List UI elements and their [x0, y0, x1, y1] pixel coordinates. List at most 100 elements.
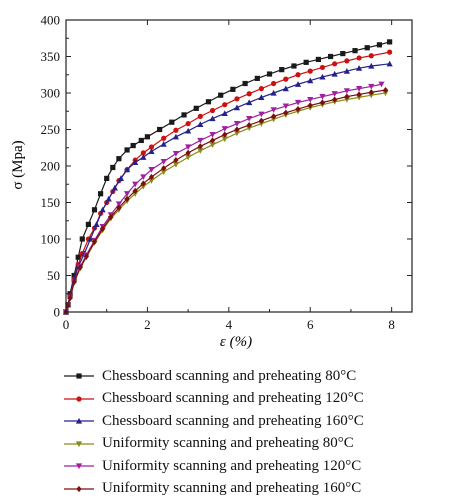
data-point	[124, 147, 130, 153]
data-point	[221, 110, 228, 117]
data-point	[172, 150, 180, 157]
data-point	[271, 113, 277, 120]
data-point	[332, 61, 338, 67]
data-point	[343, 68, 350, 74]
data-point	[193, 105, 199, 111]
data-point	[331, 70, 338, 77]
data-point	[319, 64, 326, 71]
data-point	[105, 195, 112, 202]
data-point	[148, 144, 155, 150]
data-point	[233, 121, 241, 127]
data-point	[71, 272, 77, 279]
data-point	[98, 191, 104, 197]
data-point	[160, 169, 167, 175]
legend-marker	[75, 463, 83, 470]
data-point	[132, 181, 139, 188]
data-point	[327, 53, 334, 60]
data-point	[270, 116, 277, 123]
data-point	[185, 127, 192, 134]
data-point	[368, 62, 375, 69]
data-point	[295, 105, 301, 113]
data-point	[172, 133, 180, 140]
data-point	[83, 253, 89, 260]
axes: 0 2 4 6 8 0 50 100 150 200 250 300 350 400	[41, 13, 413, 332]
data-point	[368, 83, 375, 90]
legend-label: Uniformity scanning and preheating 120°C	[102, 457, 362, 474]
data-point	[77, 264, 83, 271]
data-point	[246, 91, 252, 97]
data-point	[233, 130, 241, 137]
data-point	[123, 166, 131, 173]
data-point	[161, 135, 167, 141]
data-point	[148, 167, 155, 173]
data-point	[99, 206, 106, 213]
y-tick-label: 100	[41, 232, 61, 247]
data-point	[356, 91, 362, 98]
data-point	[352, 48, 358, 54]
legend-item: Chessboard scanning and preheating 160°C	[64, 410, 454, 433]
data-point	[303, 59, 309, 65]
data-point	[266, 71, 273, 77]
data-point	[110, 164, 116, 171]
data-point	[307, 68, 313, 74]
legend-label: Chessboard scanning and preheating 120°C	[102, 390, 364, 407]
data-point	[295, 72, 301, 78]
data-point	[364, 45, 370, 51]
data-point	[271, 80, 277, 87]
data-point	[283, 109, 289, 116]
data-point	[294, 99, 302, 106]
data-point	[355, 86, 363, 92]
x-axis-label: ε (%)	[220, 334, 252, 350]
data-point	[140, 180, 146, 187]
data-point	[181, 112, 187, 118]
data-point	[91, 207, 98, 213]
data-point	[71, 278, 77, 286]
data-point	[246, 125, 253, 132]
data-point	[246, 122, 252, 129]
data-point	[111, 184, 118, 191]
data-point	[197, 148, 204, 154]
legend-marker	[76, 485, 82, 492]
data-point	[258, 121, 265, 127]
series-line	[65, 51, 390, 313]
series-3	[62, 60, 393, 315]
data-point	[344, 93, 350, 100]
data-point	[343, 88, 350, 94]
data-point	[173, 127, 179, 133]
data-point	[282, 85, 289, 92]
data-point	[209, 137, 216, 144]
data-point	[356, 55, 362, 61]
legend-marker	[76, 373, 82, 379]
legend-item: Uniformity scanning and preheating 160°C	[64, 478, 454, 500]
y-tick-label: 350	[41, 49, 61, 64]
data-point	[307, 77, 314, 84]
data-point	[172, 161, 180, 168]
data-point	[144, 134, 151, 140]
data-point	[93, 221, 100, 227]
data-point	[386, 60, 393, 67]
series-2	[63, 49, 393, 315]
data-point	[205, 99, 212, 105]
data-point	[378, 81, 385, 88]
legend-label: Chessboard scanning and preheating 80°C	[102, 367, 357, 384]
data-point	[340, 50, 346, 57]
data-point	[279, 67, 285, 73]
y-tick-label: 50	[47, 268, 60, 283]
data-point	[246, 115, 253, 122]
data-point	[140, 150, 146, 156]
data-point	[209, 132, 216, 138]
data-point	[233, 104, 241, 111]
data-point	[197, 143, 203, 150]
data-point	[157, 126, 163, 133]
stress-strain-chart: 0 2 4 6 8 0 50 100 150 200 250 300 350 400 ε (%) σ (M…	[10, 13, 413, 350]
x-tick-label: 0	[63, 317, 70, 332]
data-point	[209, 142, 216, 148]
data-point	[185, 144, 192, 151]
data-point	[148, 173, 155, 181]
series-line	[65, 89, 386, 313]
legend-marker	[76, 396, 82, 402]
data-point	[234, 96, 240, 102]
data-point	[307, 102, 313, 109]
legend-swatch	[64, 485, 94, 492]
data-point	[319, 94, 326, 100]
